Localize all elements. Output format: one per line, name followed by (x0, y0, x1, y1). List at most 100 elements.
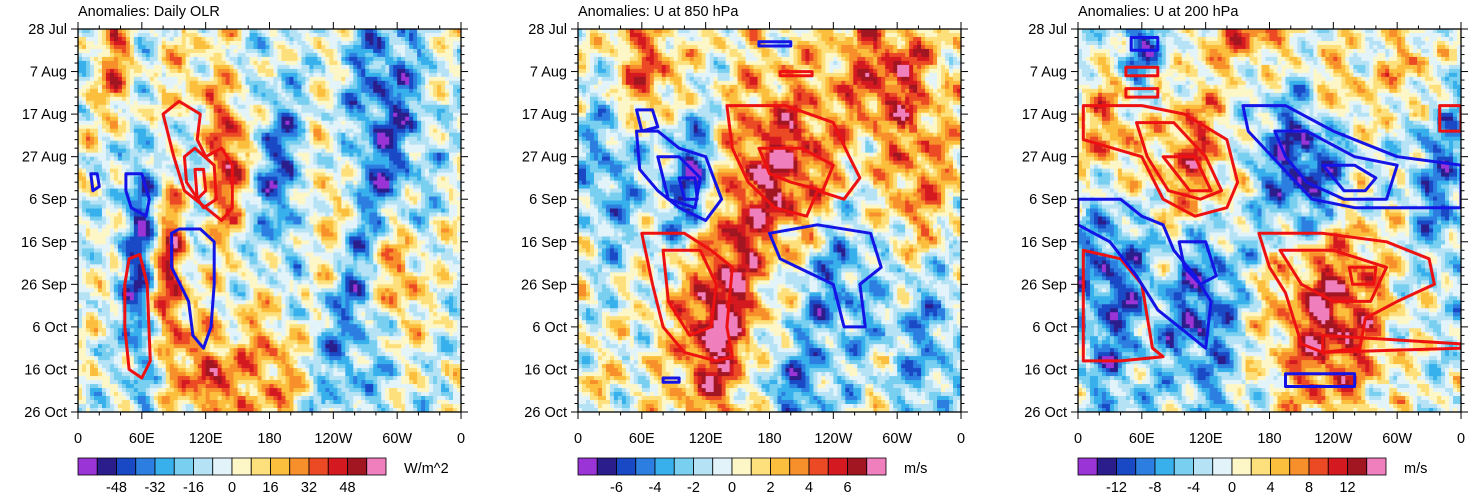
field-cell (449, 128, 454, 134)
field-cell (257, 52, 263, 58)
field-cell (309, 148, 314, 154)
field-cell (169, 64, 175, 70)
field-cell (113, 144, 119, 150)
field-cell (417, 136, 422, 142)
field-cell (261, 104, 267, 110)
field-cell (157, 52, 163, 58)
field-cell (261, 200, 267, 206)
field-cell (81, 84, 87, 90)
field-cell (445, 104, 450, 110)
field-cell (429, 164, 434, 170)
field-cell (137, 100, 143, 106)
field-cell (389, 184, 394, 190)
field-cell (149, 96, 155, 102)
field-cell (133, 156, 139, 162)
field-cell (157, 164, 163, 170)
field-cell (177, 148, 183, 154)
field-cell (417, 100, 422, 106)
field-cell (213, 56, 219, 62)
field-cell (429, 216, 434, 222)
field-cell (301, 136, 307, 142)
field-cell (349, 64, 354, 70)
field-cell (353, 140, 358, 146)
field-cell (337, 196, 342, 202)
field-cell (409, 88, 414, 94)
field-cell (209, 36, 215, 42)
field-cell (141, 120, 147, 126)
field-cell (173, 152, 179, 158)
field-cell (93, 212, 99, 218)
field-cell (381, 228, 386, 234)
field-cell (353, 92, 358, 98)
field-cell (405, 116, 410, 122)
field-cell (181, 216, 187, 222)
field-cell (341, 68, 346, 74)
field-cell (281, 88, 287, 94)
field-cell (385, 60, 390, 66)
field-cell (301, 128, 307, 134)
field-cell (457, 136, 461, 142)
field-cell (277, 156, 283, 162)
field-cell (433, 216, 438, 222)
field-cell (285, 56, 291, 62)
field-cell (133, 92, 139, 98)
field-cell (245, 224, 251, 230)
field-cell (329, 168, 334, 174)
field-cell (241, 108, 247, 114)
field-cell (181, 140, 187, 146)
field-cell (445, 136, 450, 142)
field-cell (249, 176, 255, 182)
field-cell (233, 40, 239, 46)
field-cell (353, 148, 358, 154)
field-cell (161, 160, 167, 166)
field-cell (169, 200, 175, 206)
field-cell (269, 152, 275, 158)
field-cell (125, 84, 131, 90)
field-cell (85, 104, 91, 110)
field-cell (389, 180, 394, 186)
field-cell (317, 36, 322, 42)
field-cell (153, 72, 159, 78)
field-cell (453, 68, 458, 74)
field-cell (445, 40, 450, 46)
field-cell (125, 120, 131, 126)
field-cell (253, 84, 259, 90)
field-cell (137, 196, 143, 202)
field-cell (441, 188, 446, 194)
field-cell (413, 176, 418, 182)
field-cell (389, 136, 394, 142)
field-cell (429, 68, 434, 74)
field-cell (89, 76, 95, 82)
field-cell (389, 92, 394, 98)
field-cell (249, 100, 255, 106)
field-cell (109, 188, 115, 194)
field-cell (457, 208, 461, 214)
field-cell (385, 216, 390, 222)
field-cell (189, 56, 195, 62)
field-cell (369, 92, 374, 98)
field-cell (325, 60, 330, 66)
field-cell (413, 180, 418, 186)
field-cell (337, 56, 342, 62)
field-cell (253, 192, 259, 198)
field-cell (401, 164, 406, 170)
field-cell (281, 36, 287, 42)
field-cell (357, 200, 362, 206)
field-cell (293, 152, 299, 158)
field-cell (161, 92, 167, 98)
field-cell (145, 116, 151, 122)
field-cell (193, 208, 199, 214)
field-cell (449, 232, 454, 238)
field-cell (441, 116, 446, 122)
field-cell (369, 88, 374, 94)
field-cell (105, 104, 111, 110)
field-cell (293, 140, 299, 146)
field-cell (177, 144, 183, 150)
field-cell (313, 36, 318, 42)
field-cell (237, 104, 243, 110)
field-cell (409, 136, 414, 142)
field-cell (165, 144, 171, 150)
field-cell (381, 176, 386, 182)
field-cell (421, 108, 426, 114)
field-cell (265, 216, 271, 222)
